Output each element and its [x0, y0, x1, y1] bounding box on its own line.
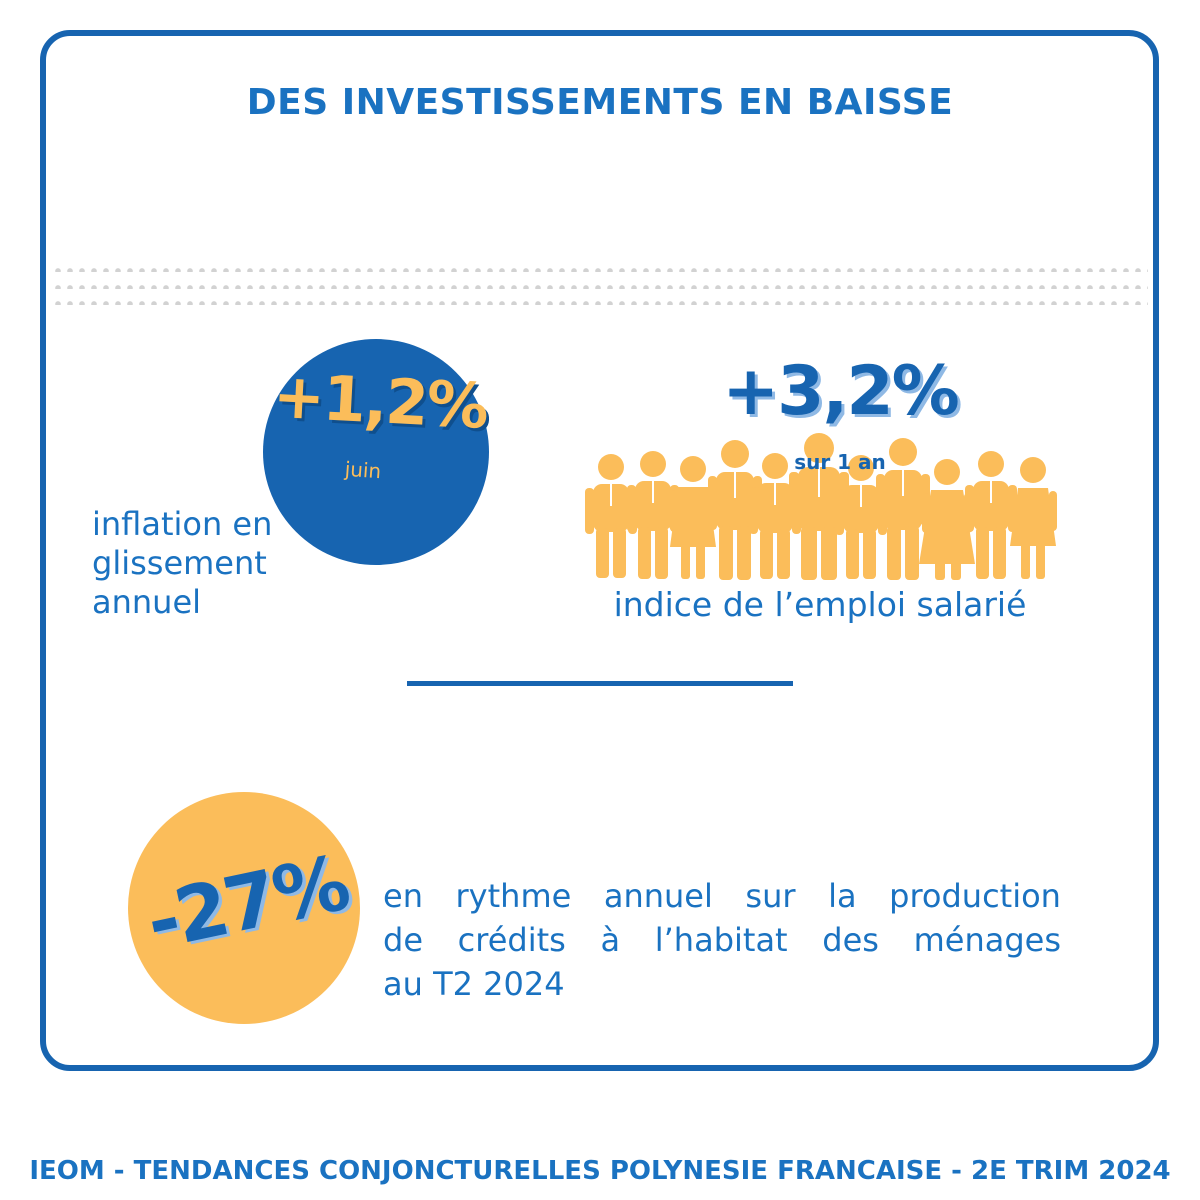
inflation-label-line: glissement — [92, 544, 267, 582]
word: en — [383, 877, 423, 915]
word: l’habitat — [654, 921, 788, 959]
word: annuel — [603, 877, 713, 915]
inflation-label-line: inflation en — [92, 505, 273, 543]
credits-label-line-2: de crédits à l’habitat des ménages — [383, 918, 1061, 962]
credits-label-line-1: en rythme annuel sur la production — [383, 874, 1061, 918]
emploi-period: sur 1 an — [794, 450, 886, 474]
word: rythme — [455, 877, 572, 915]
inflation-circle — [263, 339, 489, 565]
emploi-value: +3,2% — [722, 352, 960, 431]
card-frame — [40, 30, 1159, 1071]
section-divider — [407, 681, 793, 686]
people-group-icon — [585, 433, 1057, 580]
credits-label-line-3: au T2 2024 — [383, 965, 565, 1003]
credits-label: en rythme annuel sur la production de cr… — [383, 874, 1061, 1006]
word: à — [600, 921, 621, 959]
footer-source: IEOM - TENDANCES CONJONCTURELLES POLYNES… — [29, 1156, 1171, 1186]
inflation-label-line: annuel — [92, 583, 202, 621]
emploi-label: indice de l’emploi salarié — [613, 585, 1027, 624]
word: la — [828, 877, 857, 915]
page-title: DES INVESTISSEMENTS EN BAISSE — [246, 82, 954, 123]
dotted-divider-middle — [52, 283, 1148, 289]
word: ménages — [913, 921, 1061, 959]
word: des — [822, 921, 879, 959]
credits-circle — [128, 792, 360, 1024]
word: de — [383, 921, 423, 959]
word: crédits — [457, 921, 566, 959]
inflation-period: juin — [343, 456, 383, 484]
inflation-label: inflation en glissement annuel — [92, 505, 272, 622]
dotted-divider-bottom — [52, 299, 1148, 305]
word: sur — [745, 877, 796, 915]
inflation-value: +1,2% — [271, 358, 489, 443]
dotted-divider-top — [52, 266, 1148, 272]
word: production — [889, 877, 1061, 915]
